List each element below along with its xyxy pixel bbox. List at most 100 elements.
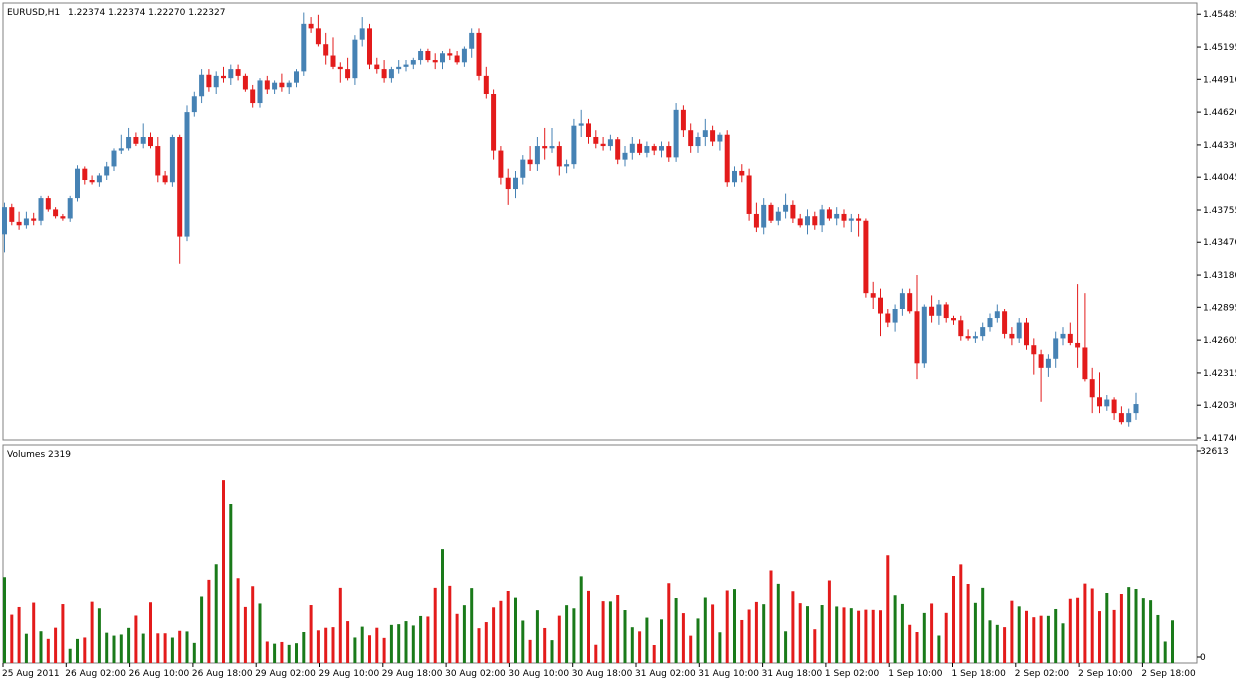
candle-body <box>410 60 416 65</box>
candle-body <box>60 216 66 219</box>
candle-body <box>221 75 226 79</box>
candle-body <box>593 137 599 144</box>
candle-body <box>1067 333 1073 343</box>
candle-body <box>651 146 657 151</box>
time-tick-label: 2 Sep 18:00 <box>1141 669 1196 679</box>
candle-body <box>1075 342 1081 348</box>
candle-body <box>666 146 672 158</box>
candle-body <box>659 146 664 151</box>
candle-body <box>301 23 307 72</box>
candle-body <box>191 96 197 113</box>
candle-body <box>67 198 73 219</box>
price-tick-label: 1.44045 <box>1203 173 1236 183</box>
candle-body <box>1053 338 1059 359</box>
candle-body <box>38 198 44 221</box>
candle-body <box>534 146 540 165</box>
candle-body <box>140 137 146 144</box>
candle-body <box>972 336 978 339</box>
candle-body <box>702 130 708 137</box>
candle-body <box>82 168 88 180</box>
candle-body <box>848 218 854 221</box>
candle-body <box>294 71 299 83</box>
volume-bars <box>3 480 1174 663</box>
candle-body <box>929 306 935 316</box>
candle-body <box>396 66 402 70</box>
candle-body <box>1097 397 1102 407</box>
candle-body <box>834 213 840 219</box>
candle-body <box>680 109 686 131</box>
candle-body <box>337 66 343 70</box>
price-tick-label: 1.43755 <box>1203 206 1236 216</box>
candle-body <box>228 69 234 79</box>
candle-body <box>498 150 504 178</box>
candle-body <box>461 48 467 63</box>
candle-body <box>1031 345 1037 355</box>
candle-body <box>629 143 635 153</box>
candle-body <box>819 209 825 226</box>
candle-body <box>250 89 256 104</box>
time-axis: 25 Aug 2011 26 Aug 02:00 26 Aug 10:00 26 Au… <box>2 663 1196 679</box>
candle-body <box>739 170 745 176</box>
candle-body <box>994 311 1000 319</box>
time-tick-label: 1 Sep 18:00 <box>952 669 1007 679</box>
candle-body <box>75 168 80 199</box>
candle-body <box>323 44 329 56</box>
candle-body <box>184 112 190 237</box>
price-tick-label: 1.43470 <box>1203 238 1236 248</box>
candle-body <box>440 53 445 63</box>
candle-body <box>768 204 774 221</box>
candle-body <box>783 204 789 212</box>
candle-body <box>637 143 643 153</box>
candle-body <box>863 220 869 294</box>
candle-body <box>644 146 650 153</box>
candle-body <box>169 137 175 183</box>
candle-body <box>914 311 920 364</box>
time-tick-label: 1 Sep 02:00 <box>825 669 880 679</box>
candle-body <box>374 64 380 70</box>
candle-body <box>564 164 570 167</box>
candle-body <box>126 137 132 149</box>
candle-body <box>315 28 321 45</box>
volume-axis: 32613 0 <box>1197 447 1229 663</box>
price-tick-label: 1.44620 <box>1203 108 1236 118</box>
candle-body <box>527 159 533 165</box>
candle-body <box>753 213 759 228</box>
candle-body <box>1038 354 1044 368</box>
candle-body <box>965 336 971 339</box>
price-tick-label: 1.42605 <box>1203 336 1236 346</box>
candle-body <box>746 175 752 214</box>
candle-body <box>775 211 781 221</box>
candle-body <box>870 293 876 298</box>
candle-body <box>724 134 730 183</box>
candle-body <box>717 134 723 142</box>
candle-body <box>1104 399 1110 407</box>
candle-body <box>1024 322 1029 346</box>
candle-body <box>155 146 161 176</box>
candle-body <box>469 32 475 49</box>
candle-body <box>732 170 737 183</box>
candle-body <box>1016 322 1022 339</box>
candle-body <box>388 69 394 79</box>
candle-body <box>104 166 110 176</box>
candle-body <box>403 64 409 67</box>
candle-body <box>367 28 372 65</box>
price-tick-label: 1.42895 <box>1203 303 1236 313</box>
time-tick-label: 1 Sep 10:00 <box>888 669 943 679</box>
candle-body <box>359 28 365 40</box>
candle-body <box>111 150 117 167</box>
candle-body <box>23 218 29 226</box>
candle-body <box>31 218 37 221</box>
candle-body <box>1045 358 1051 368</box>
candle-body <box>476 32 482 76</box>
candle-body <box>1089 379 1095 398</box>
symbol-label: EURUSD,H1 <box>7 8 60 18</box>
volume-panel-label: Volumes 2319 <box>7 450 71 460</box>
price-tick-label: 1.41740 <box>1203 434 1236 444</box>
candlestick-series <box>2 12 1139 427</box>
candle-body <box>425 51 431 61</box>
candle-body <box>345 69 351 79</box>
price-tick-label: 1.42315 <box>1203 369 1236 379</box>
candle-body <box>1126 413 1132 423</box>
time-tick-label: 26 Aug 10:00 <box>129 669 190 679</box>
